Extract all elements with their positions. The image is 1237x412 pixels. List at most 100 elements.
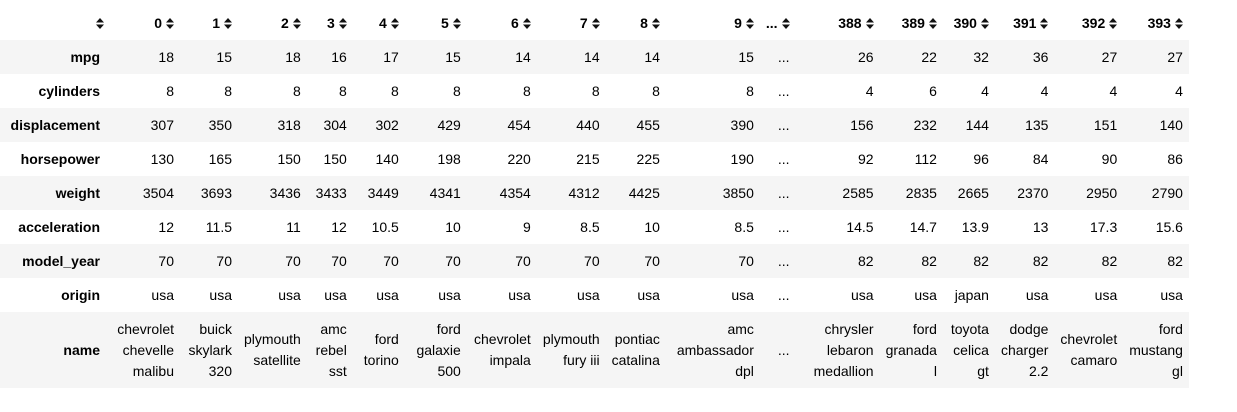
table-cell: 13.9 <box>961 219 989 235</box>
table-cell: 14 <box>644 49 660 65</box>
column-header[interactable]: 5 <box>405 6 467 40</box>
column-header[interactable]: 389 <box>880 6 943 40</box>
cell-text-line: ford <box>436 320 461 337</box>
column-header[interactable]: 2 <box>238 6 307 40</box>
column-header[interactable]: 3 <box>307 6 353 40</box>
sort-icon[interactable] <box>96 18 104 29</box>
table-cell: 70 <box>584 253 600 269</box>
column-header[interactable]: 0 <box>110 6 180 40</box>
sort-icon[interactable] <box>452 18 461 29</box>
sort-icon[interactable] <box>522 18 531 29</box>
sort-icon[interactable] <box>781 18 790 29</box>
sort-icon[interactable] <box>292 18 301 29</box>
table-cell: 15 <box>445 49 461 65</box>
table-cell: 8 <box>391 83 399 99</box>
table-cell: 2950 <box>1086 185 1118 201</box>
table-cell: buick skylark 320 <box>180 312 238 388</box>
table-cell: 198 <box>437 151 461 167</box>
table-cell: 8 <box>166 83 174 99</box>
column-header[interactable]: 392 <box>1054 6 1123 40</box>
column-header[interactable]: 393 <box>1123 6 1189 40</box>
table-cell: 4 <box>1109 83 1118 99</box>
sort-icon[interactable] <box>928 18 937 29</box>
column-header[interactable]: 9 <box>666 6 760 40</box>
table-cell: plymouth satellite <box>238 312 307 388</box>
column-header[interactable]: 391 <box>995 6 1054 40</box>
column-header[interactable]: ... <box>760 6 796 40</box>
table-cell: 70 <box>216 253 232 269</box>
sort-icon[interactable] <box>390 18 399 29</box>
column-header-label: 392 <box>1081 15 1106 31</box>
cell-text-line: chrysler <box>824 320 874 337</box>
column-header[interactable]: 388 <box>796 6 880 40</box>
sort-icon[interactable] <box>980 18 989 29</box>
table-cell: japan <box>954 287 989 303</box>
table-cell: 70 <box>331 253 347 269</box>
index-header[interactable] <box>0 6 110 40</box>
column-header[interactable]: 8 <box>606 6 666 40</box>
sort-icon[interactable] <box>224 18 232 29</box>
table-cell: 86 <box>1167 151 1183 167</box>
cell-text-line: rebel <box>315 341 347 358</box>
table-cell: 455 <box>636 117 660 133</box>
table-cell: 15.6 <box>1155 219 1183 235</box>
table-cell: 318 <box>277 117 301 133</box>
table-cell: 14 <box>584 49 600 65</box>
cell-text-line: plymouth <box>244 331 301 347</box>
table-cell: 4 <box>1175 83 1183 99</box>
table-cell: usa <box>914 287 937 303</box>
column-header-label: 2 <box>281 15 289 31</box>
dataframe-table: 0 1 2 3 4 5 6 7 8 9... 388 389 390 391 392 393 mpg 18 15 1… <box>0 6 1189 388</box>
column-header[interactable]: 6 <box>467 6 537 40</box>
sort-icon[interactable] <box>1174 18 1183 29</box>
cell-text-line: amc <box>727 320 754 337</box>
table-cell: 2370 <box>1017 185 1049 201</box>
sort-icon[interactable] <box>865 18 874 29</box>
table-cell: toyota celica gt <box>943 312 995 388</box>
table-cell: 165 <box>208 151 232 167</box>
column-header[interactable]: 4 <box>353 6 405 40</box>
table-cell: 14 <box>515 49 531 65</box>
row-label: origin <box>61 287 100 303</box>
table-cell: 220 <box>507 151 531 167</box>
table-cell: 11 <box>286 219 301 235</box>
sort-icon[interactable] <box>651 18 660 29</box>
column-header[interactable]: 1 <box>180 6 238 40</box>
sort-icon[interactable] <box>1109 18 1118 29</box>
table-cell: 3436 <box>269 185 301 201</box>
sort-icon[interactable] <box>338 18 347 29</box>
table-cell: usa <box>209 287 232 303</box>
table-cell: 190 <box>730 151 754 167</box>
column-header-label: 9 <box>734 15 742 31</box>
table-cell: ... <box>777 219 790 235</box>
table-cell: 4312 <box>568 185 600 201</box>
table-cell: 82 <box>973 253 989 269</box>
cell-text-line: chevrolet <box>1060 331 1118 347</box>
table-cell: chevrolet camaro <box>1054 312 1123 388</box>
table-cell: 151 <box>1093 117 1118 133</box>
sort-icon[interactable] <box>166 18 174 29</box>
cell-text-line: impala <box>489 352 531 368</box>
table-cell: usa <box>508 287 531 303</box>
table-cell: usa <box>731 287 754 303</box>
table-cell: 70 <box>285 253 301 269</box>
table-cell: 4425 <box>628 185 660 201</box>
cell-text-line: galaxie <box>416 341 461 358</box>
column-header[interactable]: 390 <box>943 6 995 40</box>
column-header[interactable]: 7 <box>537 6 606 40</box>
sort-icon[interactable] <box>745 18 754 29</box>
sort-icon[interactable] <box>591 18 600 29</box>
column-header-label: 5 <box>441 15 449 31</box>
table-cell: 70 <box>158 253 174 269</box>
table-cell: 304 <box>323 117 347 133</box>
table-cell: 26 <box>857 49 874 65</box>
table-cell: 90 <box>1101 151 1118 167</box>
table-cell: usa <box>278 287 301 303</box>
table-cell: usa <box>1094 287 1118 303</box>
sort-icon[interactable] <box>1040 18 1049 29</box>
table-cell: chevrolet chevelle malibu <box>110 312 180 388</box>
table-cell: 82 <box>921 253 937 269</box>
table-cell: 307 <box>150 117 174 133</box>
table-cell: 8 <box>591 83 600 99</box>
table-cell: 2585 <box>842 185 874 201</box>
